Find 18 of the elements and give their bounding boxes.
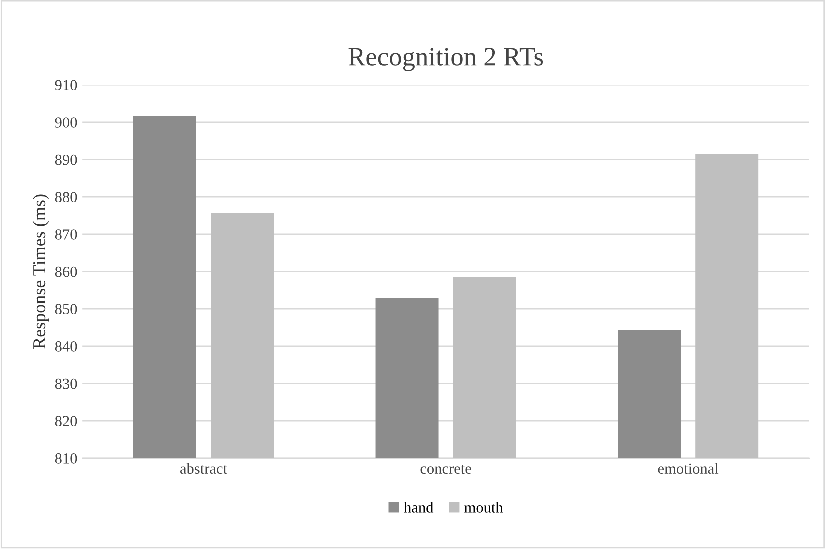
y-tick-label: 840 [55,342,78,352]
legend-label: mouth [464,502,504,513]
y-tick-label: 810 [55,454,78,464]
y-tick-label: 900 [55,118,78,128]
y-tick-label: 890 [55,154,78,166]
y-tick-label: 860 [55,266,78,278]
y-tick-label: 880 [55,192,78,203]
y-tick-label: 820 [55,416,78,427]
y-tick-label: 850 [55,304,78,315]
x-tick-label: concrete [420,465,472,474]
y-tick-label: 830 [55,378,78,390]
legend-label: hand [404,502,434,513]
x-tick-label: emotional [658,463,719,474]
x-tick-label: abstract [180,463,228,474]
y-tick-label: 870 [55,230,78,240]
y-tick-label: 910 [55,80,78,91]
chart-title: Recognition 2 RTs [348,48,544,72]
y-axis-title: Response Times (ms) [32,194,50,349]
